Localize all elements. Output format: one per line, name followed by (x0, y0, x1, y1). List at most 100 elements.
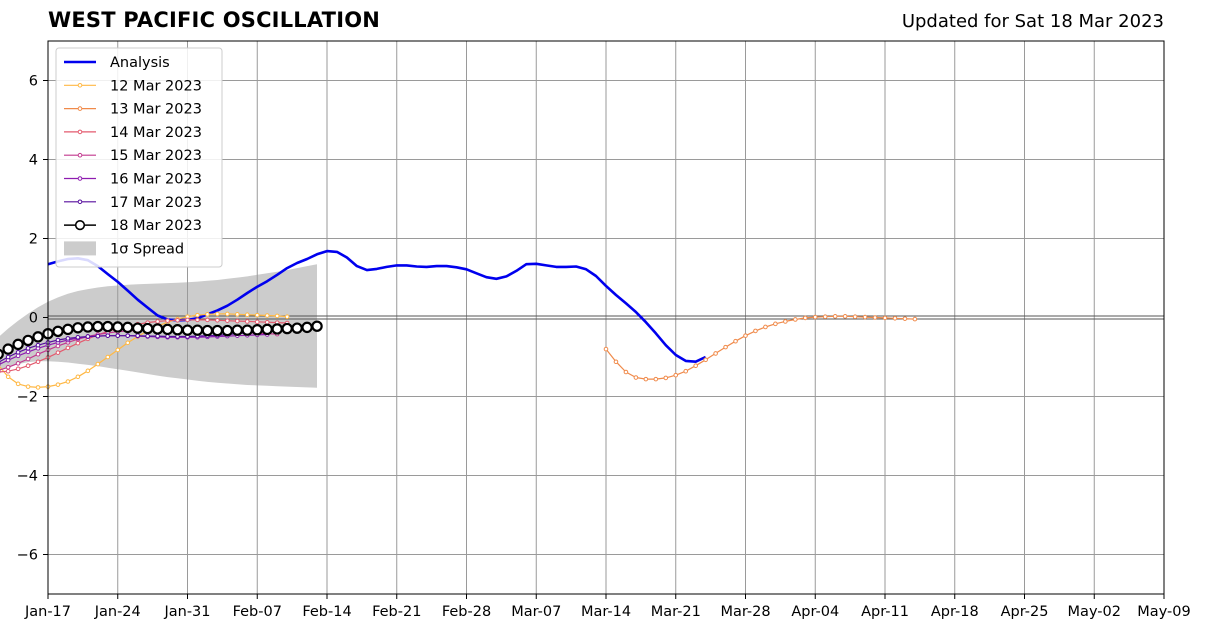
series-point (55, 350, 61, 355)
series-point (633, 375, 639, 380)
series-point (15, 361, 21, 366)
series-point (55, 382, 61, 387)
legend-marker (74, 220, 86, 231)
series-point (613, 359, 619, 365)
series-point (643, 376, 649, 382)
series-point (25, 346, 31, 351)
series-point (92, 320, 104, 333)
series-point (35, 342, 41, 348)
series-point (105, 333, 111, 338)
series-point (653, 376, 659, 382)
x-tick-label: Mar-21 (651, 604, 701, 620)
series-point (215, 317, 220, 323)
series-point (872, 315, 878, 320)
series-point (235, 318, 240, 324)
series-point (32, 331, 44, 343)
series-point (244, 319, 250, 324)
series-point (25, 384, 31, 389)
legend-label: 17 Mar 2023 (110, 195, 202, 211)
series-point (151, 323, 164, 335)
series-point (122, 321, 134, 334)
x-tick-label: Mar-28 (720, 604, 770, 620)
series-point (15, 349, 21, 355)
series-point (892, 315, 898, 321)
series-point (254, 319, 260, 325)
series-point (802, 315, 808, 321)
series-point (211, 324, 224, 337)
series-point (311, 320, 323, 332)
series-point (264, 313, 270, 318)
legend-marker (77, 176, 83, 181)
series-point (281, 322, 293, 335)
x-tick-label: Feb-28 (442, 604, 491, 620)
series-point (105, 354, 111, 360)
series-point (205, 317, 210, 323)
x-tick-label: Apr-11 (861, 604, 909, 620)
series-point (225, 311, 230, 317)
x-tick-label: Feb-07 (233, 604, 282, 620)
legend-label: 16 Mar 2023 (110, 172, 202, 188)
x-tick-label: May-09 (1137, 604, 1190, 620)
series-point (663, 375, 669, 381)
series-point (75, 334, 81, 340)
series-point (291, 322, 303, 334)
series-point (75, 340, 81, 346)
series-point (62, 323, 74, 336)
x-tick-label: Apr-18 (931, 604, 979, 620)
series-point (195, 312, 200, 318)
series-point (231, 324, 244, 336)
x-tick-label: Mar-14 (581, 604, 631, 620)
series-point (783, 319, 788, 324)
series-point (683, 368, 689, 374)
legend-marker (77, 83, 83, 88)
series-point (261, 323, 273, 336)
y-tick-label: 2 (29, 232, 38, 248)
series-point (902, 316, 908, 321)
series-point (72, 322, 84, 334)
series-point (251, 324, 263, 336)
y-tick-label: 6 (29, 74, 38, 90)
series-point (2, 343, 14, 355)
series-line (47, 249, 707, 364)
series-point (763, 324, 768, 330)
y-tick-label: −2 (17, 390, 38, 406)
series-point (5, 374, 11, 380)
series-point (241, 324, 253, 336)
series-point (35, 385, 41, 390)
x-tick-label: May-02 (1068, 604, 1121, 620)
x-tick-label: Jan-31 (163, 604, 210, 620)
series-point (55, 337, 61, 343)
series-point (141, 322, 154, 335)
series-point (733, 338, 738, 344)
series-point (882, 315, 888, 321)
series-point (15, 381, 21, 387)
series-point (125, 340, 131, 346)
series-point (95, 333, 101, 339)
y-tick-label: −6 (17, 548, 38, 564)
series-point (215, 311, 220, 317)
x-tick-label: Jan-24 (94, 604, 141, 620)
series-point (85, 368, 91, 374)
series-point (22, 334, 34, 347)
series-point (264, 319, 270, 325)
series-point (301, 321, 313, 334)
series-point (244, 312, 250, 318)
series-point (862, 314, 868, 320)
series-point (145, 333, 150, 339)
x-tick-label: Apr-25 (1001, 604, 1049, 620)
series-point (225, 318, 230, 323)
series-point (165, 318, 170, 323)
series-point (181, 324, 194, 336)
series-point (35, 359, 41, 365)
series-point (171, 324, 184, 336)
legend-box (55, 47, 223, 268)
series-point (793, 317, 798, 322)
series-point (221, 324, 234, 337)
series-point (723, 344, 728, 350)
series-point (201, 324, 214, 337)
series-point (703, 357, 708, 363)
series-point (195, 317, 200, 323)
legend-label: Analysis (110, 55, 170, 71)
series-point (85, 334, 91, 339)
